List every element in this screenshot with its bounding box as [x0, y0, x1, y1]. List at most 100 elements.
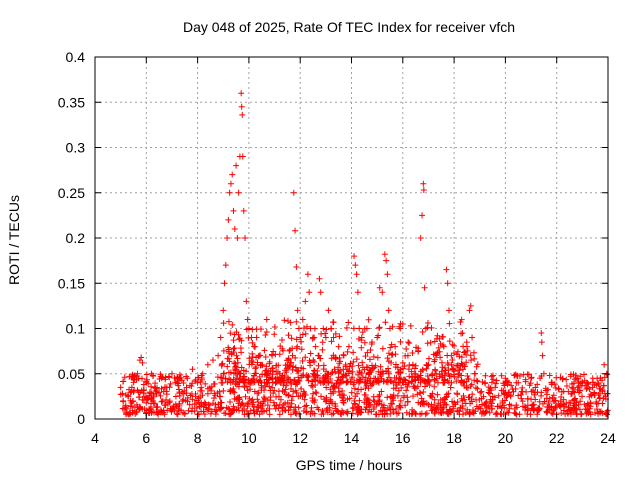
data-point — [167, 405, 174, 412]
data-point — [532, 384, 539, 391]
data-point — [295, 368, 302, 375]
data-point — [246, 379, 253, 386]
data-point — [531, 391, 538, 398]
data-point — [435, 409, 442, 416]
data-point — [454, 348, 461, 355]
data-point — [583, 385, 590, 392]
data-point — [430, 351, 437, 358]
data-point — [551, 381, 558, 388]
data-point — [255, 389, 262, 396]
data-point — [347, 360, 354, 367]
data-point — [448, 379, 455, 386]
x-tick-label: 12 — [292, 430, 308, 446]
data-point — [383, 378, 390, 385]
data-point — [432, 406, 439, 413]
data-point — [359, 329, 366, 336]
data-point — [539, 352, 546, 359]
data-point — [459, 397, 466, 404]
data-point — [358, 334, 365, 341]
data-point — [292, 410, 299, 417]
data-point — [397, 369, 404, 376]
data-point — [330, 319, 337, 326]
data-point — [504, 392, 511, 399]
data-point — [301, 390, 308, 397]
data-point — [297, 392, 304, 399]
data-point — [319, 339, 326, 346]
data-point — [121, 406, 128, 413]
data-point — [158, 385, 165, 392]
data-point — [346, 395, 353, 402]
data-point — [396, 379, 403, 386]
data-point — [147, 400, 154, 407]
y-axis-label: ROTI / TECUs — [6, 195, 22, 285]
data-point — [481, 379, 488, 386]
data-point — [241, 383, 248, 390]
data-point — [349, 368, 356, 375]
data-point — [235, 404, 242, 411]
x-tick-label: 22 — [549, 430, 565, 446]
data-point — [441, 395, 448, 402]
data-point — [393, 405, 400, 412]
data-point — [226, 411, 233, 418]
data-point — [160, 407, 167, 414]
data-point — [538, 339, 545, 346]
data-point — [232, 378, 239, 385]
data-point — [244, 316, 251, 323]
data-point — [387, 344, 394, 351]
data-point — [423, 365, 430, 372]
data-point — [192, 393, 199, 400]
data-point — [550, 407, 557, 414]
data-point — [146, 406, 153, 413]
data-point — [437, 396, 444, 403]
data-point — [363, 364, 370, 371]
data-point — [366, 401, 373, 408]
data-point — [157, 392, 164, 399]
data-point — [451, 373, 458, 380]
data-point — [293, 379, 300, 386]
data-point — [450, 403, 457, 410]
data-point — [434, 332, 441, 339]
data-point — [577, 373, 584, 380]
x-tick-label: 24 — [600, 430, 616, 446]
data-point — [251, 410, 258, 417]
data-point — [225, 348, 232, 355]
data-point — [258, 361, 265, 368]
data-point — [469, 407, 476, 414]
data-point — [387, 378, 394, 385]
data-point — [435, 344, 442, 351]
data-point — [354, 289, 361, 296]
data-point — [355, 409, 362, 416]
data-point — [458, 377, 465, 384]
data-point — [239, 407, 246, 414]
data-point — [310, 390, 317, 397]
data-point — [458, 360, 465, 367]
data-point — [419, 212, 426, 219]
data-point — [419, 328, 426, 335]
data-point — [179, 398, 186, 405]
data-point — [122, 402, 129, 409]
data-point — [416, 389, 423, 396]
data-point — [466, 307, 473, 314]
data-point — [409, 378, 416, 385]
data-point — [331, 384, 338, 391]
data-point — [327, 325, 334, 332]
data-point — [428, 393, 435, 400]
data-point — [289, 393, 296, 400]
data-point — [249, 339, 256, 346]
data-point — [551, 397, 558, 404]
data-point — [189, 396, 196, 403]
data-point — [231, 225, 238, 232]
data-point — [316, 275, 323, 282]
data-point — [422, 325, 429, 332]
data-point — [159, 398, 166, 405]
data-point — [309, 378, 316, 385]
data-point — [312, 343, 319, 350]
data-point — [425, 401, 432, 408]
data-point — [127, 389, 134, 396]
data-point — [372, 411, 379, 418]
data-point — [358, 344, 365, 351]
data-point — [204, 390, 211, 397]
data-point — [447, 384, 454, 391]
data-point — [374, 354, 381, 361]
data-point — [542, 385, 549, 392]
